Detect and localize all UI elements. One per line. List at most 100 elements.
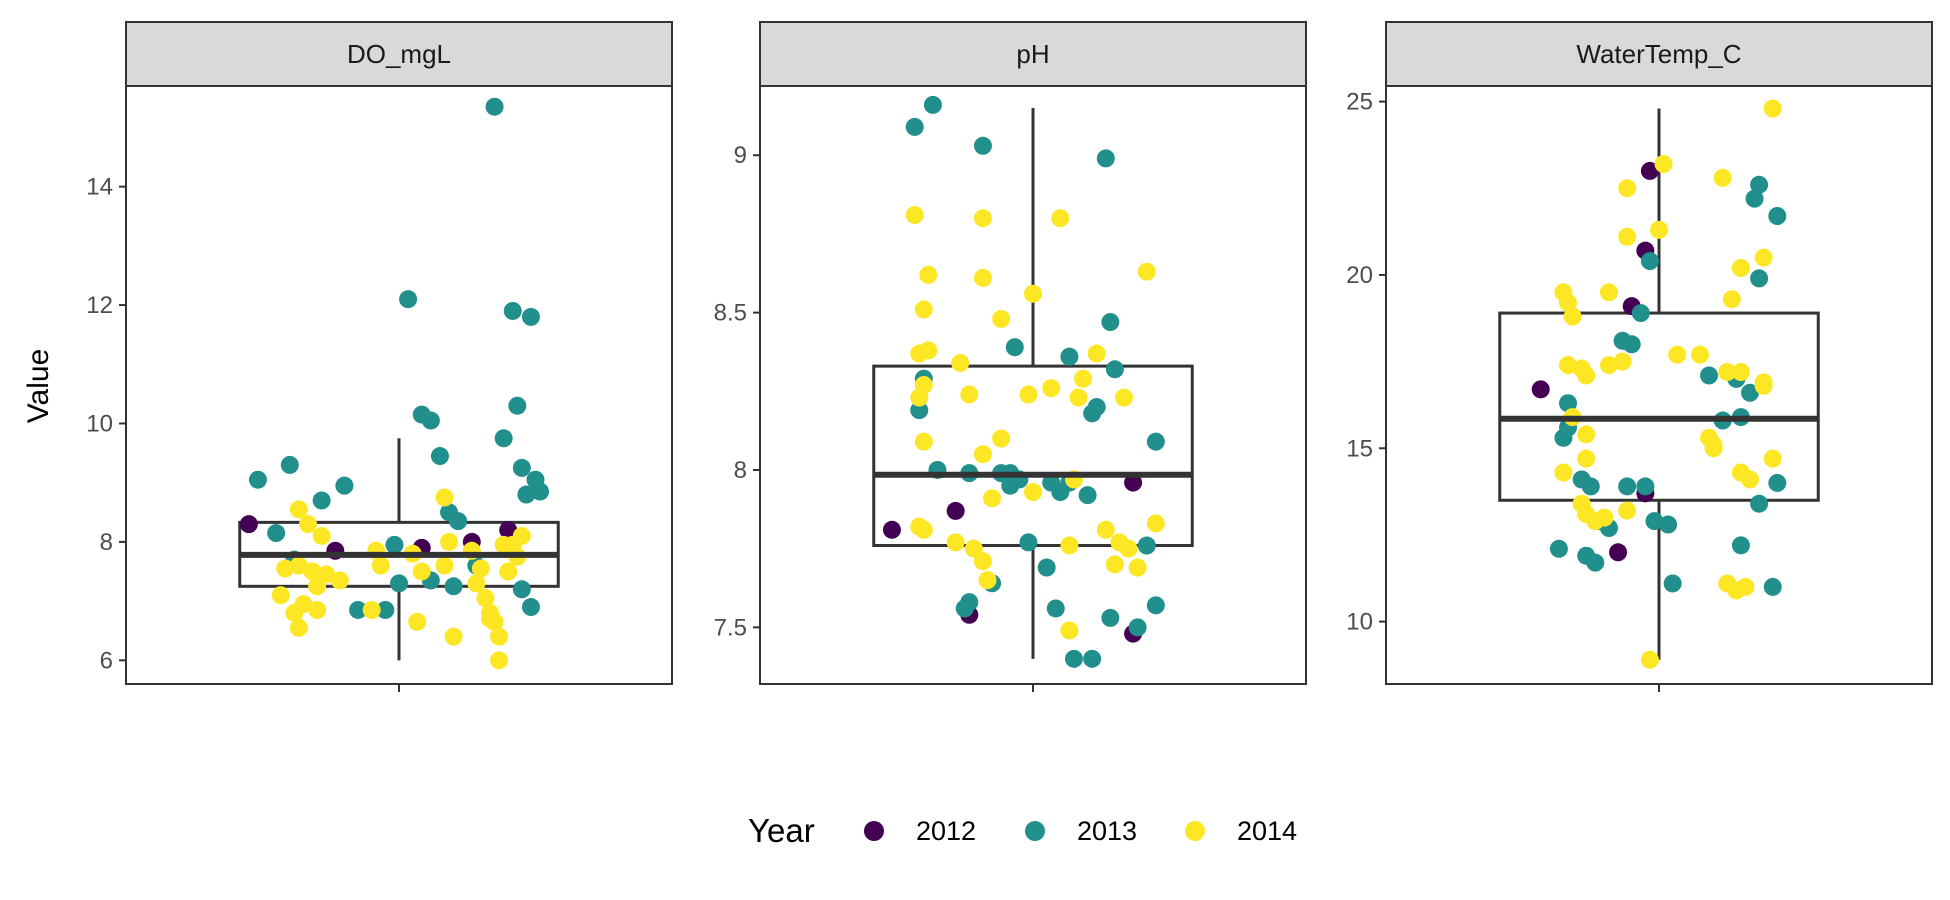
data-point-2013 xyxy=(1586,553,1605,572)
legend-title: Year xyxy=(748,812,815,849)
data-point-2013 xyxy=(1659,515,1678,534)
data-point-2014 xyxy=(1654,155,1673,173)
data-point-2014 xyxy=(1731,363,1750,381)
data-point-2014 xyxy=(973,209,992,228)
data-point-2013 xyxy=(248,470,267,489)
data-point-2014 xyxy=(914,300,933,319)
data-point-2014 xyxy=(1722,290,1741,309)
facet-strip-label: DO_mgL xyxy=(347,39,451,69)
data-point-2013 xyxy=(1549,539,1568,558)
data-point-2013 xyxy=(390,574,408,593)
data-point-2013 xyxy=(349,600,368,619)
data-point-2013 xyxy=(1631,304,1650,323)
data-point-2014 xyxy=(471,559,490,578)
data-point-2014 xyxy=(1713,168,1732,187)
data-point-2014 xyxy=(1718,363,1737,381)
data-point-2014 xyxy=(481,609,499,628)
data-point-2013 xyxy=(421,411,440,430)
data-point-2014 xyxy=(1618,227,1637,246)
y-tick-label: 9 xyxy=(734,142,747,169)
legend-label: 2014 xyxy=(1237,816,1297,846)
panel-border xyxy=(125,85,673,685)
data-point-2013 xyxy=(449,512,468,531)
data-point-2013 xyxy=(1700,366,1719,385)
facet-strip xyxy=(1385,21,1933,87)
data-point-2013 xyxy=(1146,432,1165,451)
data-point-2014 xyxy=(289,618,308,637)
data-point-2013 xyxy=(444,577,463,596)
data-point-2013 xyxy=(1581,477,1600,496)
data-point-2013 xyxy=(385,535,404,554)
data-point-2013 xyxy=(399,290,418,309)
y-tick-label: 25 xyxy=(1346,89,1373,116)
data-point-2014 xyxy=(1051,209,1070,228)
data-point-2012 xyxy=(1531,380,1550,399)
data-point-2013 xyxy=(430,447,449,466)
data-point-2013 xyxy=(1087,398,1106,417)
data-point-2014 xyxy=(444,627,463,646)
data-point-2014 xyxy=(1599,283,1618,302)
data-point-2013 xyxy=(1105,360,1124,379)
data-point-2014 xyxy=(992,429,1011,448)
data-point-2014 xyxy=(1137,262,1156,281)
data-point-2013 xyxy=(1101,608,1120,627)
data-point-2013 xyxy=(512,580,531,599)
data-point-2013 xyxy=(280,455,299,474)
data-point-2014 xyxy=(1650,220,1668,239)
y-tick-label: 12 xyxy=(86,292,113,319)
y-tick-label: 10 xyxy=(86,410,113,437)
legend-item-2012: 2012 xyxy=(864,816,976,846)
data-point-2014 xyxy=(289,500,308,519)
data-point-2013 xyxy=(376,600,395,619)
data-point-2014 xyxy=(271,586,290,605)
data-point-2014 xyxy=(1563,307,1582,326)
data-point-2014 xyxy=(1146,514,1165,533)
facet-panel-WaterTemp_C: WaterTemp_C 10 15 20 25 xyxy=(1346,21,1933,692)
data-point-2014 xyxy=(1019,385,1038,404)
data-point-2014 xyxy=(1668,345,1687,364)
legend-label: 2013 xyxy=(1077,816,1137,846)
data-point-2013 xyxy=(1741,383,1759,402)
data-point-2013 xyxy=(1750,175,1769,194)
data-point-2013 xyxy=(1640,252,1659,271)
facet-strip-label: WaterTemp_C xyxy=(1576,39,1741,69)
data-point-2013 xyxy=(1768,207,1787,225)
data-point-2013 xyxy=(1064,649,1083,668)
y-tick-label: 15 xyxy=(1346,435,1373,462)
data-point-2014 xyxy=(371,556,390,575)
data-point-2014 xyxy=(946,533,965,552)
data-point-2014 xyxy=(1060,621,1079,640)
data-point-2014 xyxy=(905,206,924,225)
data-point-2014 xyxy=(330,571,349,590)
data-point-2014 xyxy=(960,385,979,404)
data-point-2014 xyxy=(973,552,992,571)
data-point-2014 xyxy=(1060,536,1079,555)
data-point-2013 xyxy=(485,97,504,116)
data-point-2014 xyxy=(1554,463,1573,482)
data-point-2013 xyxy=(1137,536,1156,555)
facet-panel-DO_mgL: DO_mgL 6 8 10 12 14 xyxy=(86,21,673,692)
data-point-2014 xyxy=(1763,99,1782,118)
data-point-2014 xyxy=(362,600,381,619)
legend-key-2014 xyxy=(1185,821,1205,841)
data-point-2013 xyxy=(1037,558,1056,577)
data-point-2014 xyxy=(308,577,327,596)
data-point-2013 xyxy=(1146,596,1165,615)
data-point-2014 xyxy=(1736,577,1755,596)
data-point-2014 xyxy=(1024,483,1042,502)
data-point-2014 xyxy=(1640,650,1659,669)
data-point-2012 xyxy=(1609,543,1628,562)
y-tick-label: 8 xyxy=(734,457,747,484)
data-point-2013 xyxy=(531,482,550,501)
data-point-2014 xyxy=(1763,449,1782,468)
data-point-2014 xyxy=(1754,376,1773,395)
data-point-2013 xyxy=(973,136,992,155)
facet-strip xyxy=(125,21,673,87)
data-point-2014 xyxy=(992,309,1011,328)
data-point-2014 xyxy=(1618,179,1637,198)
data-point-2014 xyxy=(312,526,331,545)
data-point-2013 xyxy=(1768,473,1787,492)
data-point-2013 xyxy=(1101,313,1120,332)
data-point-2013 xyxy=(521,307,540,326)
